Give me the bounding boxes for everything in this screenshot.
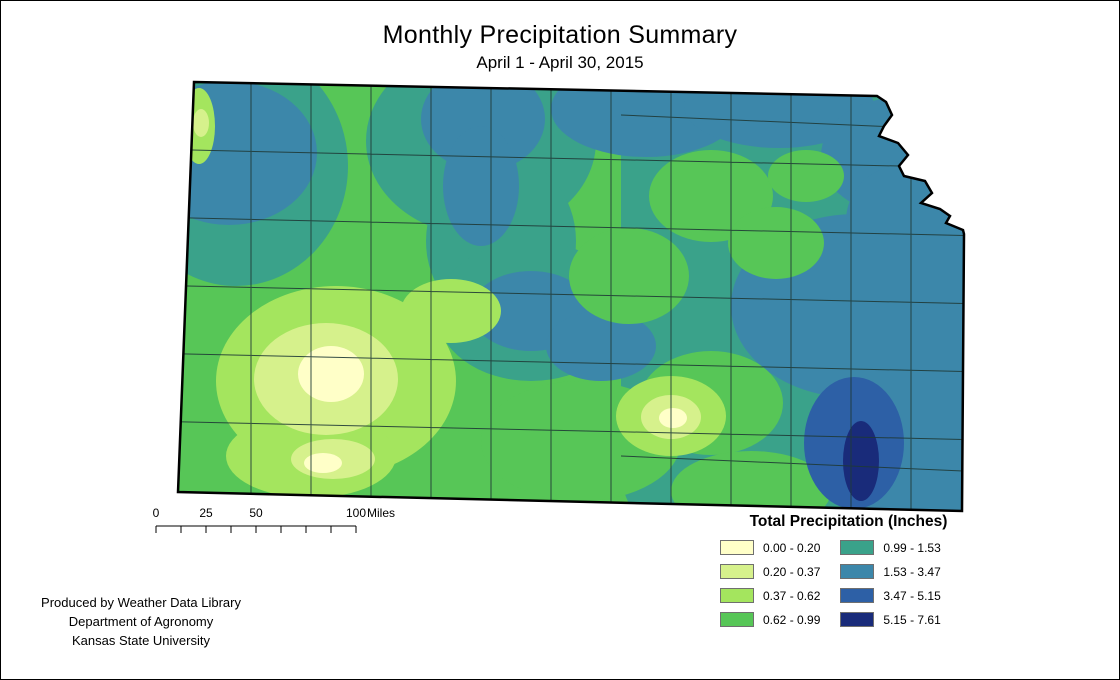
- scale-label-100: 100: [346, 506, 366, 520]
- legend-swatch: [840, 540, 875, 555]
- legend-title: Total Precipitation (Inches): [749, 513, 948, 530]
- legend-label: 1.53 - 3.47: [883, 564, 941, 579]
- kansas-precipitation-map: [176, 80, 966, 513]
- legend-label: 0.20 - 0.37: [763, 564, 821, 579]
- legend-column-2: 0.99 - 1.53 1.53 - 3.47 3.47 - 5.15 5.15…: [840, 540, 941, 627]
- legend-swatch: [840, 612, 875, 627]
- legend-item: 0.37 - 0.62: [720, 588, 820, 603]
- legend-item: 0.00 - 0.20: [720, 540, 820, 555]
- legend-label: 0.00 - 0.20: [763, 540, 821, 555]
- credits: Produced by Weather Data Library Departm…: [17, 593, 265, 650]
- legend-swatch: [720, 588, 754, 603]
- credit-line: Produced by Weather Data Library: [41, 595, 241, 610]
- legend-item: 5.15 - 7.61: [840, 612, 941, 627]
- legend-item: 0.99 - 1.53: [840, 540, 941, 555]
- legend-column-1: 0.00 - 0.20 0.20 - 0.37 0.37 - 0.62 0.62…: [720, 540, 820, 627]
- precip-regions-pale-yellow: [298, 346, 687, 473]
- scale-units: Miles: [367, 506, 395, 520]
- scale-label-0: 0: [153, 506, 160, 520]
- page-title: Monthly Precipitation Summary: [382, 21, 738, 49]
- scale-label-50: 50: [249, 506, 263, 520]
- legend-item: 0.20 - 0.37: [720, 564, 820, 579]
- legend-label: 0.99 - 1.53: [883, 540, 941, 555]
- legend-swatch: [720, 564, 754, 579]
- legend-swatch: [840, 588, 875, 603]
- page-subtitle: April 1 - April 30, 2015: [476, 53, 644, 72]
- legend: Total Precipitation (Inches) 0.00 - 0.20…: [706, 513, 991, 627]
- scale-label-25: 25: [199, 506, 213, 520]
- county-boundaries: [178, 82, 964, 511]
- legend-item: 0.62 - 0.99: [720, 612, 820, 627]
- legend-swatch: [720, 540, 754, 555]
- legend-swatch: [840, 564, 875, 579]
- precip-regions-navy: [843, 421, 879, 501]
- legend-label: 0.62 - 0.99: [763, 612, 821, 627]
- credit-line: Kansas State University: [71, 633, 210, 648]
- legend-label: 5.15 - 7.61: [883, 612, 941, 627]
- scale-bar: 0 25 50 100 Miles: [153, 506, 395, 533]
- legend-label: 0.37 - 0.62: [763, 588, 821, 603]
- credit-line: Department of Agronomy: [68, 614, 214, 629]
- legend-item: 1.53 - 3.47: [840, 564, 941, 579]
- legend-item: 3.47 - 5.15: [840, 588, 941, 603]
- scale-bar-ticks: [155, 525, 357, 533]
- legend-swatch: [720, 612, 754, 627]
- legend-label: 3.47 - 5.15: [883, 588, 941, 603]
